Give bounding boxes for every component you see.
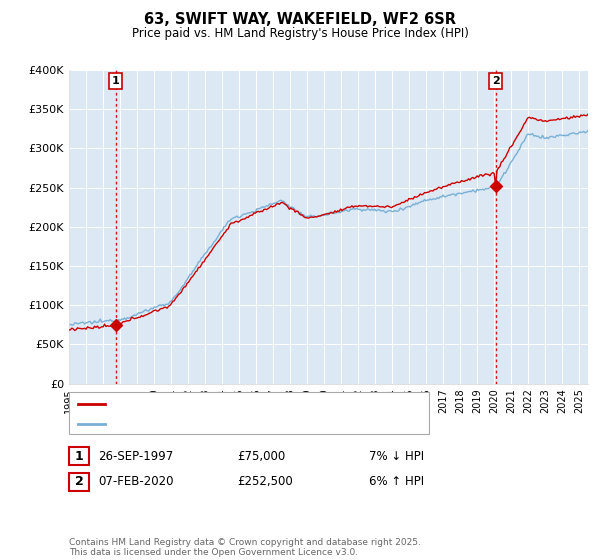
Text: £75,000: £75,000 <box>237 450 285 463</box>
Text: 2: 2 <box>492 76 500 86</box>
Text: 07-FEB-2020: 07-FEB-2020 <box>98 475 173 488</box>
Text: £252,500: £252,500 <box>237 475 293 488</box>
Text: HPI: Average price, detached house, Wakefield: HPI: Average price, detached house, Wake… <box>111 418 355 428</box>
Text: 2: 2 <box>74 475 83 488</box>
Text: 7% ↓ HPI: 7% ↓ HPI <box>369 450 424 463</box>
Text: 6% ↑ HPI: 6% ↑ HPI <box>369 475 424 488</box>
Text: 26-SEP-1997: 26-SEP-1997 <box>98 450 173 463</box>
Text: 63, SWIFT WAY, WAKEFIELD, WF2 6SR: 63, SWIFT WAY, WAKEFIELD, WF2 6SR <box>144 12 456 27</box>
Text: 1: 1 <box>112 76 119 86</box>
Text: Contains HM Land Registry data © Crown copyright and database right 2025.
This d: Contains HM Land Registry data © Crown c… <box>69 538 421 557</box>
Text: 1: 1 <box>74 450 83 463</box>
Text: 63, SWIFT WAY, WAKEFIELD, WF2 6SR (detached house): 63, SWIFT WAY, WAKEFIELD, WF2 6SR (detac… <box>111 399 402 409</box>
Text: Price paid vs. HM Land Registry's House Price Index (HPI): Price paid vs. HM Land Registry's House … <box>131 27 469 40</box>
